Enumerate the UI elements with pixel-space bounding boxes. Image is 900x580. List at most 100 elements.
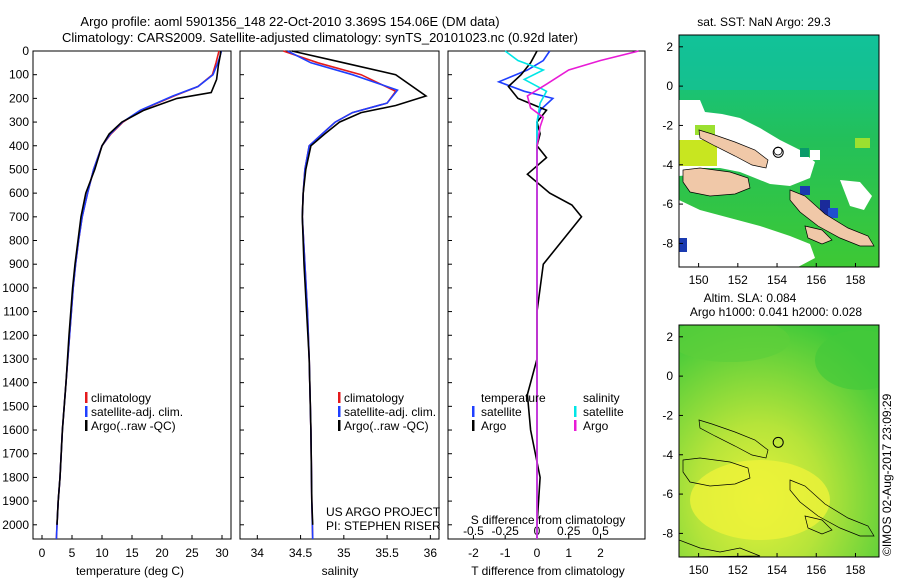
y-tick-label: 400 [9, 139, 29, 153]
map-y-tick-label: 0 [666, 79, 673, 93]
map-x-tick-label: 150 [689, 273, 709, 287]
map-y-tick-label: -2 [662, 118, 673, 132]
legend-swatch-satellite [85, 406, 88, 417]
x-tick-label: 2 [597, 546, 604, 560]
map-x-tick-label: 158 [845, 563, 865, 577]
difference-axes: -2 -1 0 1 2-0.5 -0.25 0 0.25 0.5 [448, 50, 609, 560]
x-tick-label: 15 [125, 546, 139, 560]
x-tick-label: -1 [500, 546, 511, 560]
salinity-legend: climatology satellite-adj. clim. Argo(..… [338, 391, 436, 433]
x-tick-label: 1 [565, 546, 572, 560]
series-line-satellite [55, 50, 223, 540]
legend-swatch-climatology [85, 392, 88, 403]
salinity-axes: 34 34.5 35 35.5 36 [240, 50, 438, 560]
y-tick-label: 800 [9, 234, 29, 248]
legend-label-satellite: satellite-adj. clim. [344, 405, 436, 419]
legend-label-t-argo: Argo [481, 419, 507, 433]
y-tick-label: 900 [9, 257, 29, 271]
map-y-tick-label: -4 [662, 158, 673, 172]
map-y-tick-label: -6 [662, 487, 673, 501]
salinity-xlabel: salinity [322, 564, 359, 578]
legend-label-argo: Argo(..raw -QC) [344, 419, 429, 433]
temperature-series [55, 50, 223, 540]
difference-legend: temperature satellite Argo salinity sate… [472, 391, 624, 433]
x-tick-label: 10 [95, 546, 109, 560]
header-line-2: Climatology: CARS2009. Satellite-adjuste… [62, 30, 578, 45]
legend-label-argo: Argo(..raw -QC) [91, 419, 176, 433]
y-tick-label: 1800 [2, 470, 29, 484]
series-line-satellite [287, 50, 399, 540]
series-line-t_argo [507, 50, 583, 525]
y-tick-label: 1700 [2, 447, 29, 461]
legend-label-s-argo: Argo [583, 419, 609, 433]
map-y-tick-label: 2 [666, 330, 673, 344]
x-tick-label: 34 [251, 546, 265, 560]
temperature-xlabel: temperature (deg C) [76, 564, 184, 578]
y-tick-label: 1100 [3, 305, 29, 319]
s-tick-label: -0.5 [463, 524, 484, 538]
y-tick-label: 1300 [2, 352, 29, 366]
salinity-panel-frame [239, 50, 440, 540]
map-y-tick-label: -2 [662, 408, 673, 422]
map-y-tick-label: 0 [666, 369, 673, 383]
legend-swatch-t-argo [472, 420, 475, 431]
map-y-tick-label: 2 [666, 40, 673, 54]
legend-label-t-satellite: satellite [481, 405, 522, 419]
y-tick-label: 600 [9, 186, 29, 200]
y-tick-label: 300 [9, 115, 29, 129]
x-tick-label: 0 [39, 546, 46, 560]
project-annotation: US ARGO PROJECT [326, 505, 441, 519]
map-x-tick-label: 150 [689, 563, 709, 577]
map-y-tick-label: -6 [662, 197, 673, 211]
y-tick-label: 700 [9, 210, 29, 224]
x-tick-label: 30 [215, 546, 229, 560]
map-y-tick-label: -4 [662, 448, 673, 462]
x-tick-label: 35 [337, 546, 351, 560]
difference-panel-frame [447, 50, 646, 540]
header-line-1: Argo profile: aoml 5901356_148 22-Oct-20… [80, 14, 499, 29]
legend-swatch-t-satellite [472, 406, 475, 417]
map-x-tick-label: 154 [767, 563, 787, 577]
sst-map-image [679, 35, 879, 267]
legend-label-satellite: satellite-adj. clim. [91, 405, 183, 419]
y-tick-label: 2000 [2, 518, 29, 532]
legend-label-s-satellite: satellite [583, 405, 624, 419]
y-tick-label: 200 [9, 91, 29, 105]
y-tick-label: 100 [9, 68, 29, 82]
y-tick-label: 1600 [2, 423, 29, 437]
map-x-tick-label: 156 [806, 563, 826, 577]
temperature-panel-frame [32, 50, 232, 540]
map-x-tick-label: 152 [728, 563, 748, 577]
legend-title-salinity: salinity [583, 391, 620, 405]
legend-label-climatology: climatology [344, 391, 404, 405]
y-tick-label: 1900 [2, 494, 29, 508]
legend-title-temperature: temperature [481, 391, 546, 405]
x-tick-label: 34.5 [289, 546, 313, 560]
sla-map-title: Altim. SLA: 0.084 [704, 291, 797, 305]
s-tick-label: -0.25 [492, 524, 520, 538]
sst-map-title: sat. SST: NaN Argo: 29.3 [697, 15, 831, 29]
map-x-tick-label: 156 [806, 273, 826, 287]
series-line-argo [56, 50, 222, 525]
sla-map-float-marker [772, 436, 784, 448]
x-tick-label: 20 [155, 546, 169, 560]
sla-map-subtitle: Argo h1000: 0.041 h2000: 0.028 [690, 305, 862, 319]
map-y-tick-label: -8 [662, 526, 673, 540]
x-tick-label: 35.5 [375, 546, 399, 560]
legend-swatch-argo [338, 420, 341, 431]
y-tick-label: 1000 [2, 281, 29, 295]
map-x-tick-label: 152 [728, 273, 748, 287]
series-line-argo [291, 50, 428, 525]
series-line-s_argo [526, 50, 639, 539]
series-line-t_satellite [496, 50, 555, 539]
sla-map-axes: 150 152 154 156 158 -8 -6 -4 -2 0 2 [662, 330, 865, 577]
y-tick-label: 1200 [2, 328, 29, 342]
series-line-climatology [283, 50, 397, 540]
sla-map-image [679, 325, 879, 557]
pi-annotation: PI: STEPHEN RISER [326, 519, 441, 533]
y-tick-label: 1500 [2, 399, 29, 413]
x-tick-label: 36 [424, 546, 438, 560]
x-tick-label: 25 [185, 546, 199, 560]
sst-map-frame [678, 34, 880, 268]
